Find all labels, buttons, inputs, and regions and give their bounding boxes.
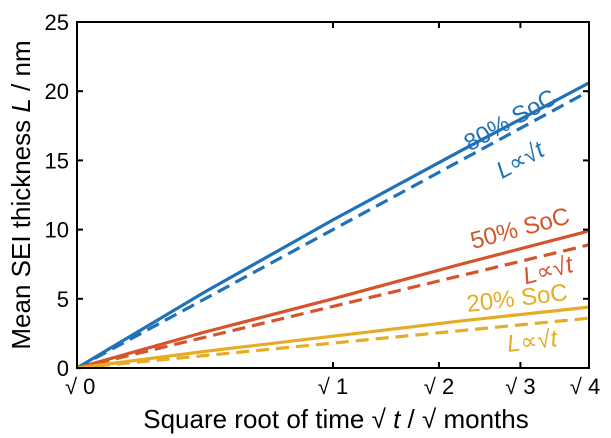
series-name-label: 80% SoC (459, 84, 561, 157)
series-fit-line-0 (76, 89, 590, 370)
y-tick-label: 5 (57, 287, 69, 312)
y-tick-label: 25 (45, 10, 69, 35)
series-fit-label: L∝√t (492, 136, 550, 185)
x-tick-label: √ 3 (505, 374, 535, 399)
y-tick-label: 10 (45, 218, 69, 243)
series-layer (76, 81, 590, 370)
x-tick-label: √ 0 (65, 374, 95, 399)
series-line-2 (76, 305, 590, 370)
series-line-0 (76, 81, 590, 370)
x-tick-label: √ 1 (318, 374, 348, 399)
series-line-1 (76, 229, 590, 370)
tick-layer: 0 5 10 15 20 25 √ 0 √ 1 √ 2 √ 3 √ 4 (45, 10, 601, 399)
y-tick-label: 15 (45, 148, 69, 173)
x-tick-label: √ 4 (570, 374, 600, 399)
x-axis-label: Square root of time √ t / √ months (143, 404, 529, 434)
y-axis-label: Mean SEI thickness L / nm (6, 40, 36, 349)
y-tick-label: 0 (57, 356, 69, 381)
series-name-label: 50% SoC (468, 203, 573, 255)
series-fit-label: L∝√t (506, 325, 560, 358)
y-tick-label: 20 (45, 79, 69, 104)
series-fit-line-1 (76, 243, 590, 370)
series-fit-line-2 (76, 316, 590, 370)
x-tick-label: √ 2 (424, 374, 454, 399)
